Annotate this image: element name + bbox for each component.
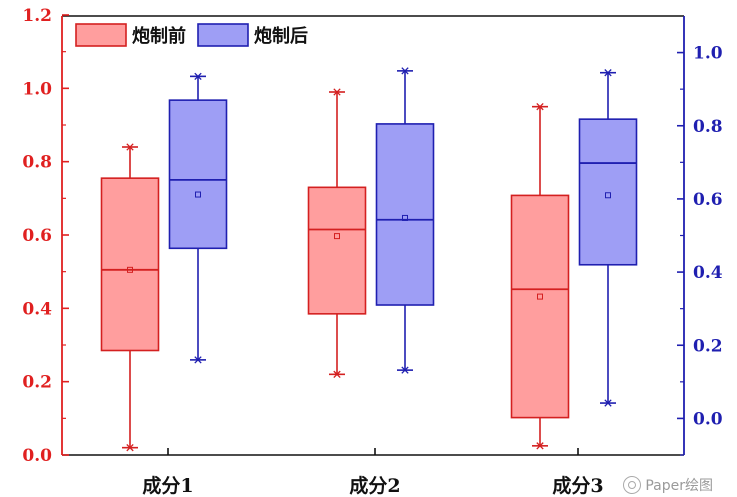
min-marker	[536, 442, 544, 450]
left-tick-label: 0.6	[22, 226, 52, 246]
legend: 炮制前 炮制后	[75, 23, 308, 47]
box-before-2	[307, 88, 367, 378]
left-tick-label: 0.2	[22, 373, 52, 393]
right-tick-label: 0.0	[693, 409, 723, 429]
right-tick-label: 0.4	[693, 263, 723, 283]
x-category-label: 成分2	[349, 474, 400, 497]
right-tick-label: 0.8	[693, 117, 723, 137]
left-tick-label: 1.2	[22, 6, 52, 26]
mean-marker	[402, 214, 408, 221]
x-category-label: 成分3	[552, 474, 603, 497]
min-marker	[604, 399, 612, 407]
box-after-2	[375, 67, 435, 374]
mean-marker	[537, 293, 543, 300]
mean-marker	[605, 192, 611, 199]
min-marker	[126, 444, 134, 452]
legend-label-after: 炮制后	[254, 25, 308, 47]
left-tick-label: 0.0	[22, 446, 52, 466]
min-marker	[194, 356, 202, 364]
mean-marker	[195, 191, 201, 198]
iqr-box	[375, 123, 435, 306]
left-tick-label: 1.0	[22, 79, 52, 99]
iqr-box	[168, 99, 228, 250]
max-marker	[126, 143, 134, 151]
iqr-box	[100, 177, 160, 352]
plot-layer	[100, 67, 638, 452]
box-after-1	[168, 72, 228, 364]
axis-layer: 0.0 0.2 0.4 0.6 0.8 1.0 1.2 0.0 0.2 0.4 0.6 0.8 1.0 成…	[22, 6, 722, 497]
mean-marker	[127, 266, 133, 273]
wechat-icon	[623, 476, 642, 494]
max-marker	[401, 67, 409, 75]
watermark-text: Paper绘图	[645, 478, 713, 494]
legend-label-before: 炮制前	[132, 25, 186, 47]
legend-swatch-before	[75, 23, 127, 47]
max-marker	[536, 103, 544, 111]
box-after-3	[578, 69, 638, 407]
max-marker	[333, 88, 341, 96]
iqr-box	[510, 194, 570, 419]
min-marker	[401, 366, 409, 374]
max-marker	[194, 72, 202, 81]
watermark: Paper绘图	[623, 475, 713, 495]
right-tick-label: 0.6	[693, 190, 723, 210]
iqr-box	[578, 118, 638, 266]
max-marker	[604, 69, 612, 77]
left-tick-label: 0.8	[22, 153, 52, 173]
right-tick-label: 1.0	[693, 44, 723, 64]
legend-swatch-after	[197, 23, 249, 47]
iqr-box	[307, 186, 367, 315]
left-tick-label: 0.4	[22, 299, 52, 319]
x-category-label: 成分1	[142, 474, 193, 497]
mean-marker	[334, 233, 340, 240]
right-tick-label: 0.2	[693, 336, 723, 356]
box-before-3	[510, 103, 570, 450]
box-before-1	[100, 143, 160, 452]
min-marker	[333, 370, 341, 378]
